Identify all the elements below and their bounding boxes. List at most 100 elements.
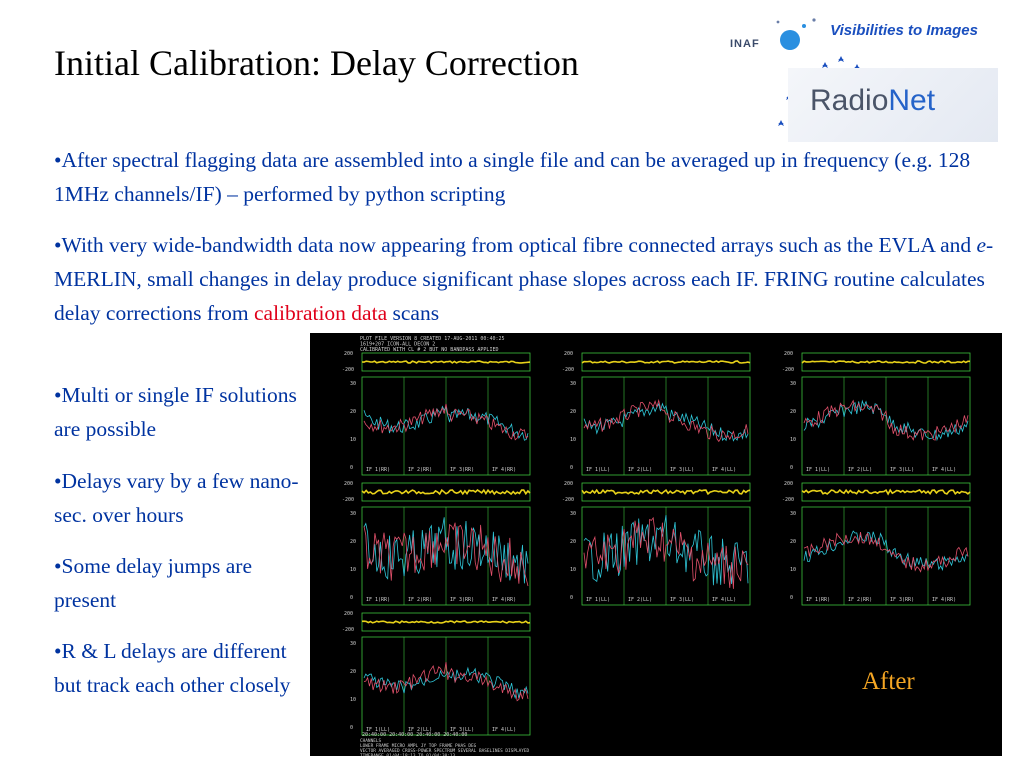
logo-radionet-text-b: Net xyxy=(888,84,936,117)
plot-footer-line: LOWER FRAME MICRO AMPL JY TOP FRAME PHAS… xyxy=(360,743,477,749)
bullet-delay-jumps: •Some delay jumps are present xyxy=(54,549,306,617)
if-label: IF 3(RR) xyxy=(890,597,914,603)
bullet-multi-if: •Multi or single IF solutions are possib… xyxy=(54,378,306,446)
amp-trace xyxy=(583,515,749,586)
y-tick-label: 20 xyxy=(790,409,796,415)
slide-title: Initial Calibration: Delay Correction xyxy=(54,43,579,83)
y-tick-label: 20 xyxy=(350,539,356,545)
bullet-averaging: •After spectral flagging data are assemb… xyxy=(54,143,1019,211)
amp-trace xyxy=(363,662,529,702)
time-axis-ticks: 20:40:00 20:40:00 20:40:00 20:40:00 xyxy=(362,732,467,738)
y-tick-label: 200 xyxy=(784,481,793,487)
bullet-wide-bandwidth-text-a: •With very wide-bandwidth data now appea… xyxy=(54,233,977,257)
amp-trace xyxy=(583,398,749,443)
y-tick-label: 30 xyxy=(350,511,356,517)
y-tick-label: 30 xyxy=(570,381,576,387)
amp-trace xyxy=(363,666,529,700)
y-tick-label: -200 xyxy=(782,497,794,503)
if-label: IF 2(LL) xyxy=(408,727,432,733)
logo-tagline: Visibilities to Images xyxy=(830,22,978,39)
phase-frame xyxy=(581,482,751,502)
y-tick-label: -200 xyxy=(562,497,574,503)
bullet-wide-bandwidth-text-c: scans xyxy=(387,301,440,325)
if-label: IF 1(RR) xyxy=(806,597,830,603)
if-label: IF 4(RR) xyxy=(932,597,956,603)
bullet-delays-vary: •Delays vary by a few nano-sec. over hou… xyxy=(54,464,306,532)
amp-trace xyxy=(803,399,969,442)
bullet-delay-jumps-text: •Some delay jumps are present xyxy=(54,554,252,612)
logo-inaf-text: INAF xyxy=(730,38,760,50)
if-label: IF 1(LL) xyxy=(586,467,610,473)
if-label: IF 4(LL) xyxy=(932,467,956,473)
y-tick-label: 10 xyxy=(790,567,796,573)
if-label: IF 4(LL) xyxy=(712,597,736,603)
y-tick-label: -200 xyxy=(342,497,354,503)
if-label: IF 4(LL) xyxy=(492,727,516,733)
plot-footer-line: VECTOR AVERAGED CROSS-POWER SPECTRUM SEV… xyxy=(360,748,530,754)
y-tick-label: 0 xyxy=(790,595,793,601)
if-label: IF 3(RR) xyxy=(450,467,474,473)
if-label: IF 3(RR) xyxy=(450,597,474,603)
plot-header-line: 1619+207 ICON-ALL DECON 2 xyxy=(360,342,435,348)
bullet-wide-bandwidth-italic: e xyxy=(976,233,987,257)
if-label: IF 1(RR) xyxy=(366,467,390,473)
amp-trace xyxy=(363,517,529,584)
if-label: IF 1(LL) xyxy=(366,727,390,733)
if-label: IF 2(RR) xyxy=(408,467,432,473)
phase-trace xyxy=(361,620,531,624)
if-label: IF 4(RR) xyxy=(492,597,516,603)
amp-trace xyxy=(803,532,969,573)
y-tick-label: 20 xyxy=(570,539,576,545)
if-label: IF 2(RR) xyxy=(848,597,872,603)
if-label: IF 4(LL) xyxy=(712,467,736,473)
y-tick-label: 30 xyxy=(570,511,576,517)
y-tick-label: 0 xyxy=(350,465,353,471)
delay-plot-panel: PLOT FILE VERSION 8 CREATED 17-AUG-2011 … xyxy=(310,333,1002,759)
if-label: IF 1(RR) xyxy=(366,597,390,603)
logo-radionet-panel xyxy=(788,68,998,142)
amp-trace xyxy=(363,405,529,441)
if-label: IF 2(LL) xyxy=(628,597,652,603)
radionet-logo: Visibilities to Images INAF RadioNet xyxy=(726,8,1008,142)
plot-footer-line: TIMERANGE 01/04:18:13 TO 01/04:30:13 xyxy=(360,753,456,756)
phase-trace xyxy=(801,360,970,364)
if-label: IF 2(LL) xyxy=(848,467,872,473)
y-tick-label: 200 xyxy=(784,351,793,357)
y-tick-label: 10 xyxy=(790,437,796,443)
y-tick-label: 200 xyxy=(344,611,353,617)
amp-trace xyxy=(363,522,529,587)
y-tick-label: 200 xyxy=(564,351,573,357)
if-label: IF 2(LL) xyxy=(628,467,652,473)
y-tick-label: -200 xyxy=(342,367,354,373)
phase-frame xyxy=(361,482,531,502)
calibration-data-highlight: calibration data xyxy=(254,301,388,325)
plot-header-line: CALIBRATED WITH CL # 2 BUT NO BANDPASS A… xyxy=(360,347,498,353)
y-tick-label: 10 xyxy=(350,567,356,573)
phase-trace xyxy=(581,360,751,364)
logo-radionet-text-a: Radio xyxy=(810,84,889,117)
phase-trace xyxy=(361,360,531,364)
if-label: IF 4(RR) xyxy=(492,467,516,473)
bullet-wide-bandwidth-text-b: -MERLIN, small changes in delay produce … xyxy=(54,233,994,325)
y-tick-label: 200 xyxy=(344,351,353,357)
if-label: IF 3(LL) xyxy=(890,467,914,473)
y-tick-label: 0 xyxy=(790,465,793,471)
bullet-rl-delays-text: •R & L delays are different but track ea… xyxy=(54,639,291,697)
bullet-rl-delays: •R & L delays are different but track ea… xyxy=(54,634,306,702)
bullet-averaging-text: •After spectral flagging data are assemb… xyxy=(54,148,971,206)
y-tick-label: 30 xyxy=(350,381,356,387)
amp-trace xyxy=(803,399,969,441)
y-tick-label: 200 xyxy=(564,481,573,487)
y-tick-label: 0 xyxy=(570,465,573,471)
y-tick-label: 10 xyxy=(350,697,356,703)
y-tick-label: 10 xyxy=(350,437,356,443)
amp-trace xyxy=(363,403,529,441)
if-label: IF 3(LL) xyxy=(670,467,694,473)
if-label: IF 3(LL) xyxy=(450,727,474,733)
y-tick-label: 20 xyxy=(790,539,796,545)
plot-header-line: PLOT FILE VERSION 8 CREATED 17-AUG-2011 … xyxy=(360,336,505,342)
y-tick-label: 200 xyxy=(344,481,353,487)
amp-trace xyxy=(803,530,969,572)
y-tick-label: 30 xyxy=(790,511,796,517)
y-tick-label: 0 xyxy=(570,595,573,601)
